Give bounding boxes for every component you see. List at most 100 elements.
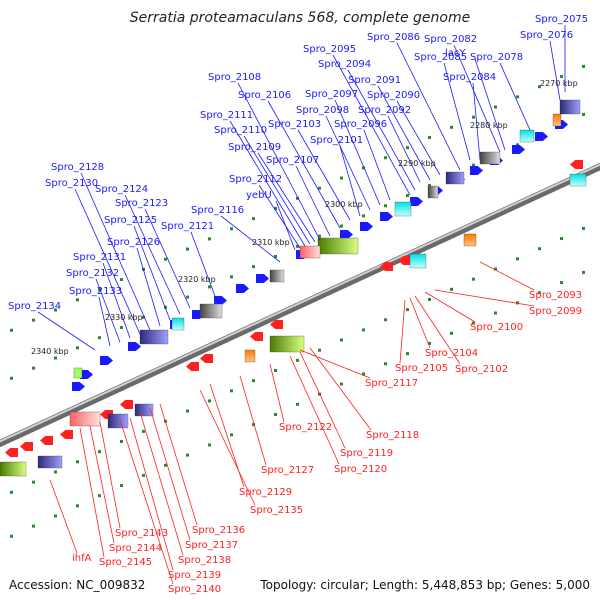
- gc-dot: [406, 146, 409, 150]
- gc-dot: [120, 484, 123, 488]
- gc-dot: [340, 382, 343, 386]
- gene-label-top: Spro_2107: [266, 155, 319, 166]
- gene-label-top: Spro_2091: [348, 75, 401, 86]
- label-connector: [289, 355, 340, 465]
- label-connector: [229, 120, 306, 247]
- label-connector: [443, 62, 471, 161]
- gc-dot: [296, 244, 299, 248]
- feature-box: [134, 403, 154, 417]
- gc-dot: [318, 234, 321, 238]
- gc-dot: [494, 105, 497, 109]
- feature-box: [394, 201, 412, 217]
- reverse-gene-arrow: [20, 442, 33, 451]
- gc-dot: [76, 460, 79, 464]
- gc-dot: [76, 298, 79, 302]
- gc-dot: [450, 125, 453, 129]
- gc-dot: [406, 352, 409, 356]
- label-connector: [409, 297, 431, 349]
- gc-dot: [208, 399, 211, 403]
- label-connector: [325, 115, 371, 211]
- feature-box: [199, 303, 223, 319]
- gc-dot: [318, 348, 321, 352]
- gc-dot: [10, 490, 13, 494]
- gc-dot: [582, 64, 585, 68]
- label-connector: [144, 208, 191, 309]
- gc-dot: [54, 308, 57, 312]
- gene-label-bottom: Spro_2145: [99, 557, 152, 568]
- label-connector: [295, 165, 331, 237]
- forward-gene-arrow: [380, 212, 393, 221]
- reverse-gene-arrow: [120, 400, 133, 409]
- gc-dot: [428, 297, 431, 301]
- gene-label-bottom: Spro_2117: [365, 378, 418, 389]
- gene-label-top: Spro_2128: [51, 162, 104, 173]
- gc-dot: [142, 473, 145, 477]
- gc-dot: [472, 277, 475, 281]
- gene-labels: 2270 kbp 2280 kbp 2290 kbp 2300 kbp 2310 kbp…: [8, 14, 588, 595]
- gene-label-bottom: Spro_2120: [334, 464, 387, 475]
- label-connector: [95, 278, 121, 343]
- gc-dot: [32, 318, 35, 322]
- feature-box: [107, 413, 129, 429]
- gc-dot: [472, 115, 475, 119]
- gc-dot: [230, 389, 233, 393]
- scale-tick-label: 2330 kbp: [105, 313, 143, 322]
- gene-label-top: Spro_2078: [470, 52, 523, 63]
- gene-label-top: Spro_2123: [115, 198, 168, 209]
- gene-label-bottom: Spro_2118: [366, 430, 419, 441]
- label-connector: [89, 425, 115, 544]
- gc-dot: [582, 226, 585, 230]
- gc-dot: [406, 194, 409, 198]
- gene-label-top: Spro_2090: [367, 90, 420, 101]
- label-connector: [297, 129, 351, 221]
- label-connector: [267, 100, 341, 229]
- gc-dot: [296, 402, 299, 406]
- label-connector: [129, 417, 174, 571]
- gene-label-top: Spro_2094: [318, 59, 371, 70]
- label-connector: [79, 427, 105, 558]
- gene-label-bottom: Spro_2105: [395, 363, 448, 374]
- gc-dot: [274, 412, 277, 416]
- gc-dot: [32, 366, 35, 370]
- gc-dot: [208, 443, 211, 447]
- forward-gene-arrow: [470, 166, 483, 175]
- gc-dot: [54, 470, 57, 474]
- label-connector: [363, 129, 391, 201]
- feature-box: [569, 173, 587, 187]
- gc-dot: [76, 504, 79, 508]
- gc-dot: [362, 372, 365, 376]
- gc-dot: [252, 217, 255, 221]
- gc-dot: [340, 176, 343, 180]
- scale-tick-label: 2280 kbp: [470, 121, 508, 130]
- gc-dot: [10, 328, 13, 332]
- label-connector: [275, 200, 296, 251]
- label-connector: [239, 375, 267, 466]
- scale-tick-label: 2320 kbp: [178, 275, 216, 284]
- gene-label-top: Spro_2082: [424, 34, 477, 45]
- feature-box: [409, 253, 427, 269]
- reverse-gene-arrow: [380, 262, 393, 271]
- gc-dot: [450, 287, 453, 291]
- gc-dot: [494, 311, 497, 315]
- label-connector: [102, 262, 131, 339]
- label-connector: [472, 82, 481, 161]
- scale-tick-label: 2340 kbp: [31, 347, 69, 356]
- gc-dot: [340, 338, 343, 342]
- scale-tick-label: 2290 kbp: [398, 159, 436, 168]
- gc-dot: [274, 254, 277, 258]
- gc-dot: [538, 291, 541, 295]
- label-connector: [387, 115, 421, 183]
- gene-label-top: Spro_2098: [296, 105, 349, 116]
- gene-label-bottom: Spro_2104: [425, 348, 478, 359]
- reverse-gene-arrow: [398, 256, 411, 265]
- gene-label-top: Spro_2132: [66, 268, 119, 279]
- gc-dot: [120, 440, 123, 444]
- label-connector: [377, 85, 431, 181]
- label-connector: [98, 296, 111, 347]
- label-connector: [332, 54, 411, 196]
- label-connector: [220, 215, 281, 263]
- feature-box: [171, 317, 185, 331]
- gene-label-top: Spro_2086: [367, 32, 420, 43]
- feature-box: [0, 461, 27, 477]
